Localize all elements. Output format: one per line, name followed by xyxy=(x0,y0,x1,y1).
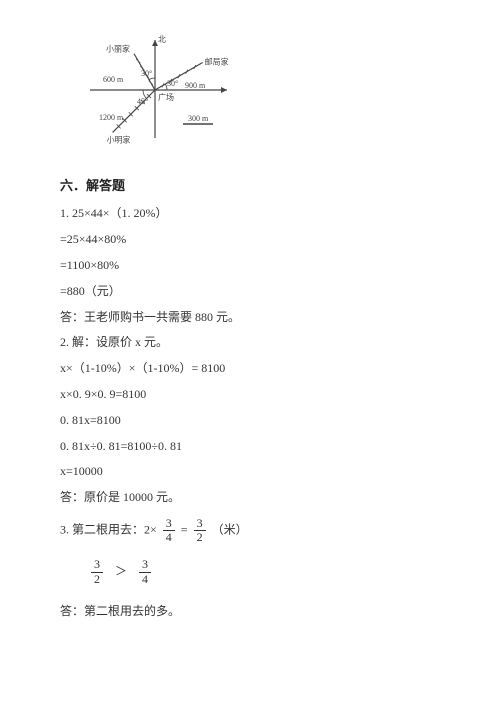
frac-num: 3 xyxy=(91,558,103,572)
svg-text:45°: 45° xyxy=(137,97,148,106)
svg-text:30°: 30° xyxy=(141,69,152,78)
svg-text:900 m: 900 m xyxy=(185,81,206,90)
diagram-svg: 小丽家 北邮局家小明家 广场 300 m 600 m 900 m 1200 m 30° 30° 4… xyxy=(70,30,240,150)
q2-line5: 0. 81x÷0. 81=8100÷0. 81 xyxy=(60,435,440,458)
q2-line1: 2. 解：设原价 x 元。 xyxy=(60,331,440,354)
frac-den: 2 xyxy=(194,531,206,544)
q3-suffix: （米） xyxy=(212,522,248,536)
svg-text:600 m: 600 m xyxy=(103,75,124,84)
page: 小丽家 北邮局家小明家 广场 300 m 600 m 900 m 1200 m 30° 30° 4… xyxy=(0,0,500,646)
svg-text:广场: 广场 xyxy=(158,92,174,102)
q2-line4: 0. 81x=8100 xyxy=(60,409,440,432)
frac-num: 3 xyxy=(194,517,206,531)
q2-line6: x=10000 xyxy=(60,460,440,483)
svg-text:300 m: 300 m xyxy=(188,114,209,123)
q2-answer: 答：原价是 10000 元。 xyxy=(60,486,440,509)
q3-compare: 3 2 ＞ 3 4 xyxy=(88,558,440,585)
frac-num: 3 xyxy=(163,517,175,531)
svg-text:小明家: 小明家 xyxy=(107,134,131,144)
svg-text:30°: 30° xyxy=(167,79,178,88)
q2-line2: x×（1-10%）×（1-10%）= 8100 xyxy=(60,357,440,380)
fraction-3-2: 3 2 xyxy=(194,517,206,544)
section-heading: 六．解答题 xyxy=(60,174,440,199)
equals-sign: = xyxy=(181,522,188,536)
q3-line1: 3. 第二根用去：2× 3 4 = 3 2 （米） xyxy=(60,517,440,544)
direction-diagram: 小丽家 北邮局家小明家 广场 300 m 600 m 900 m 1200 m 30° 30° 4… xyxy=(70,30,440,158)
q1-line1: 1. 25×44×（1. 20%） xyxy=(60,202,440,225)
fraction-3-4: 3 4 xyxy=(163,517,175,544)
frac-num: 3 xyxy=(139,558,151,572)
greater-than: ＞ xyxy=(115,564,127,578)
svg-text:小丽家: 小丽家 xyxy=(106,44,130,54)
q1-line2: =25×44×80% xyxy=(60,228,440,251)
svg-text:1200 m: 1200 m xyxy=(99,113,124,122)
svg-text:邮局家: 邮局家 xyxy=(205,57,229,67)
q1-answer: 答：王老师购书一共需要 880 元。 xyxy=(60,306,440,329)
frac-den: 4 xyxy=(163,531,175,544)
fraction-3-2-b: 3 2 xyxy=(91,558,103,585)
q3-answer: 答：第二根用去的多。 xyxy=(60,600,440,623)
q1-line4: =880（元） xyxy=(60,280,440,303)
frac-den: 2 xyxy=(91,573,103,586)
q2-line3: x×0. 9×0. 9=8100 xyxy=(60,383,440,406)
frac-den: 4 xyxy=(139,573,151,586)
svg-text:北: 北 xyxy=(158,35,166,44)
q1-line3: =1100×80% xyxy=(60,254,440,277)
fraction-3-4-b: 3 4 xyxy=(139,558,151,585)
q3-prefix: 3. 第二根用去：2× xyxy=(60,522,157,536)
